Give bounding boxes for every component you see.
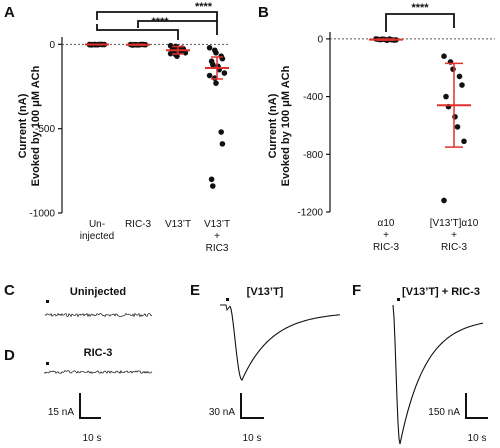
panel-a-significance-bracket xyxy=(137,20,217,28)
panel-b-data-point xyxy=(454,124,461,130)
panel-a-y-tick-label: 0 xyxy=(49,40,55,51)
panel-b-significance-stars: **** xyxy=(411,2,429,14)
trace-d-stimulus-marker xyxy=(46,362,49,365)
panel-b-x-category-label: + xyxy=(451,230,457,241)
trace-f-label: [V13’T] + RIC-3 xyxy=(402,286,480,298)
trace-e-label: [V13’T] xyxy=(247,286,284,298)
panel-b-y-tick-label: -800 xyxy=(303,150,323,161)
panel-a-significance-bracket xyxy=(96,24,179,40)
scale-bar-f-x-label: 10 s xyxy=(468,433,487,444)
trace-e-line xyxy=(229,305,341,381)
panel-b-data-point xyxy=(450,66,456,72)
scale-bar-cd-x-label: 10 s xyxy=(83,433,102,444)
panel-a-data-point xyxy=(174,53,180,59)
panel-b-data-point xyxy=(456,73,463,80)
panel-a-x-category-label: V13’T xyxy=(204,219,230,230)
trace-e-stimulus-marker xyxy=(226,298,229,301)
trace-c-label: Uninjected xyxy=(70,286,126,298)
panel-a-x-category-label: V13’T xyxy=(165,219,191,230)
panel-a-data-point xyxy=(208,176,215,183)
scale-bar-e-x-label: 10 s xyxy=(243,433,262,444)
panel-a-data-point xyxy=(219,141,226,147)
panel-b-x-category-label: RIC-3 xyxy=(441,242,468,253)
trace-c-stimulus-marker xyxy=(46,300,49,303)
panel-b-y-tick-label: 0 xyxy=(317,34,323,45)
panel-b-data-point xyxy=(441,53,447,59)
panel-letter-d: D xyxy=(4,347,15,364)
panel-a-data-point xyxy=(206,44,213,51)
panel-b-ylabel-2: Evoked by 100 μM ACh xyxy=(280,65,292,186)
panel-a-data-point xyxy=(213,50,219,56)
scale-bars: 15 nA 10 s 30 nA 10 s 150 nA 10 s xyxy=(48,393,488,444)
panel-b-data-point xyxy=(459,82,465,88)
panel-b-data-point xyxy=(443,93,449,100)
trace-e-artifact xyxy=(220,304,231,312)
panel-b-y-tick-label: -1200 xyxy=(297,208,323,219)
panel-letter-b: B xyxy=(258,4,269,21)
panel-a-data-point xyxy=(210,61,216,68)
panel-a-data-point xyxy=(213,80,219,86)
scale-bar-e-y-label: 30 nA xyxy=(209,407,235,418)
panel-b-data-point xyxy=(461,138,467,145)
panel-a-ylabel-2: Evoked by 100 μM ACh xyxy=(30,65,42,186)
panel-a-significance-stars: **** xyxy=(151,16,169,28)
panel-b-significance-bracket xyxy=(385,13,455,32)
panel-b-ylabel-1: Current (nA) xyxy=(267,93,279,158)
trace-d-line xyxy=(44,369,153,375)
current-traces: Uninjected RIC-3 [V13’T] [V13’T] + RIC-3 xyxy=(44,286,484,445)
panel-a-data-point xyxy=(218,129,224,135)
panel-a-ylabel-1: Current (nA) xyxy=(17,93,29,158)
panel-a-x-category-label: + xyxy=(214,231,220,242)
panel-a-data-point xyxy=(210,183,216,189)
panel-letter-f: F xyxy=(352,282,361,299)
panel-a-significance-stars: **** xyxy=(195,1,213,13)
trace-c-line xyxy=(44,312,153,318)
scale-bar-cd xyxy=(79,393,101,419)
panel-a-x-category-label: Un- xyxy=(89,219,105,230)
scale-bar-f-y-label: 150 nA xyxy=(428,407,460,418)
panel-b-data-point xyxy=(452,113,458,120)
panel-a-data-point xyxy=(167,50,174,57)
panel-b-y-tick-label: -400 xyxy=(303,92,323,103)
panel-letter-c: C xyxy=(4,282,15,299)
panel-a-data-point xyxy=(221,70,228,76)
panel-a-y-tick-label: -1000 xyxy=(29,209,55,220)
trace-f-stimulus-marker xyxy=(397,298,400,301)
trace-d-label: RIC-3 xyxy=(84,347,113,359)
scale-bar-f xyxy=(465,393,488,419)
panel-letter-e: E xyxy=(190,282,200,299)
panel-a-chart: Current (nA) Evoked by 100 μM ACh 0 -500 -… xyxy=(17,1,230,254)
panel-b-x-category-label: [V13’T]α10 xyxy=(430,218,479,229)
panel-a-x-category-label: injected xyxy=(80,231,114,242)
scale-bar-cd-y-label: 15 nA xyxy=(48,407,74,418)
panel-b-x-category-label: α10 xyxy=(378,218,395,229)
panel-a-significance-bracket xyxy=(96,11,218,35)
panel-a-x-category-label: RIC3 xyxy=(206,243,229,254)
panel-b-chart: Current (nA) Evoked by 100 μM ACh 0 -400 -… xyxy=(267,2,495,253)
panel-a-x-category-label: RIC-3 xyxy=(125,219,152,230)
panel-b-x-category-label: + xyxy=(383,230,389,241)
scale-bar-e xyxy=(240,393,264,419)
trace-f-line xyxy=(392,304,484,445)
panel-letter-a: A xyxy=(4,4,15,21)
panel-a-y-tick-label: -500 xyxy=(35,124,55,135)
panel-a-data-point xyxy=(206,72,213,79)
panel-b-data-point xyxy=(441,197,447,204)
panel-b-x-category-label: RIC-3 xyxy=(373,242,400,253)
